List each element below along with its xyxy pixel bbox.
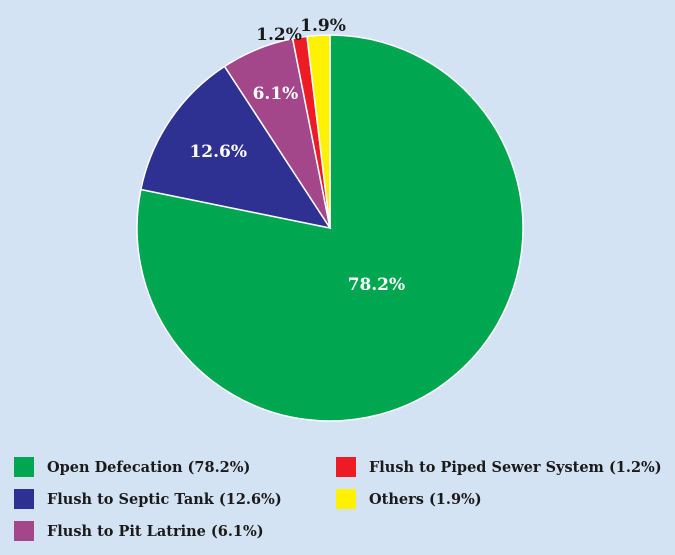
legend-swatch-open-defecation [14, 457, 34, 477]
legend-label-piped-sewer: Flush to Piped Sewer System (1.2%) [369, 458, 662, 476]
legend-label-open-defecation: Open Defecation (78.2%) [47, 458, 251, 476]
slice-label-others: 1.9% [300, 16, 346, 36]
pie-chart: 78.2% 12.6% 6.1% 1.2%1.9% [136, 16, 524, 422]
legend-item-others: Others (1.9%) [336, 487, 482, 511]
pie-slice-others [306, 34, 331, 229]
legend-label-pit-latrine: Flush to Pit Latrine (6.1%) [47, 522, 264, 540]
legend-item-open-defecation: Open Defecation (78.2%) [14, 455, 250, 479]
slice-label-septic-tank: 12.6% [189, 142, 247, 162]
legend-swatch-pit-latrine [14, 521, 34, 541]
legend-swatch-septic-tank [14, 489, 34, 509]
legend-label-others: Others (1.9%) [369, 490, 482, 508]
legend-swatch-others [336, 489, 356, 509]
slice-label-piped-sewer: 1.2% [256, 25, 302, 45]
slice-label-open-defecation: 78.2% [348, 275, 406, 295]
legend-item-piped-sewer: Flush to Piped Sewer System (1.2%) [336, 455, 662, 479]
slice-label-pit-latrine: 6.1% [253, 84, 299, 104]
pie-slice-septic-tank [140, 65, 332, 230]
legend-swatch-piped-sewer [336, 457, 356, 477]
legend-item-pit-latrine: Flush to Pit Latrine (6.1%) [14, 519, 264, 543]
legend-item-septic-tank: Flush to Septic Tank (12.6%) [14, 487, 282, 511]
legend-label-septic-tank: Flush to Septic Tank (12.6%) [47, 490, 282, 508]
